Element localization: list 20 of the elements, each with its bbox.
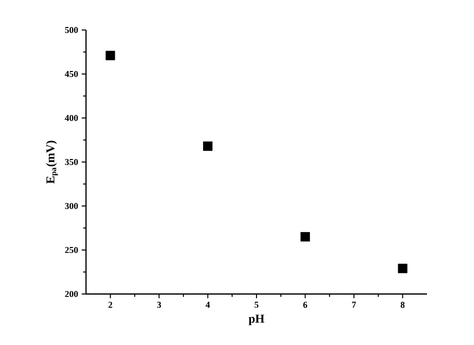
x-tick-label: 7 bbox=[352, 302, 356, 308]
x-tick-label: 2 bbox=[108, 302, 112, 308]
point bbox=[203, 141, 212, 151]
x-axis-title: pH bbox=[248, 314, 264, 326]
y-tick-label: 450 bbox=[64, 70, 78, 78]
x-tick-label: 6 bbox=[303, 302, 308, 308]
x-tick-label: 5 bbox=[254, 302, 258, 308]
y-axis-title: E$_{pa}$(mV) bbox=[46, 140, 58, 184]
y-tick-label: 300 bbox=[65, 202, 78, 210]
y-tick-label: 250 bbox=[65, 246, 78, 254]
x-tick-label: 8 bbox=[400, 302, 405, 308]
point bbox=[398, 264, 408, 274]
x-tick-label: 4 bbox=[206, 302, 210, 308]
y-tick-label: 350 bbox=[65, 158, 78, 166]
y-tick-label: 500 bbox=[65, 26, 78, 34]
point bbox=[300, 232, 310, 242]
y-tick-label: 400 bbox=[64, 114, 78, 122]
point bbox=[106, 50, 116, 60]
y-tick-label: 200 bbox=[65, 290, 78, 298]
x-tick-label: 3 bbox=[157, 302, 162, 308]
